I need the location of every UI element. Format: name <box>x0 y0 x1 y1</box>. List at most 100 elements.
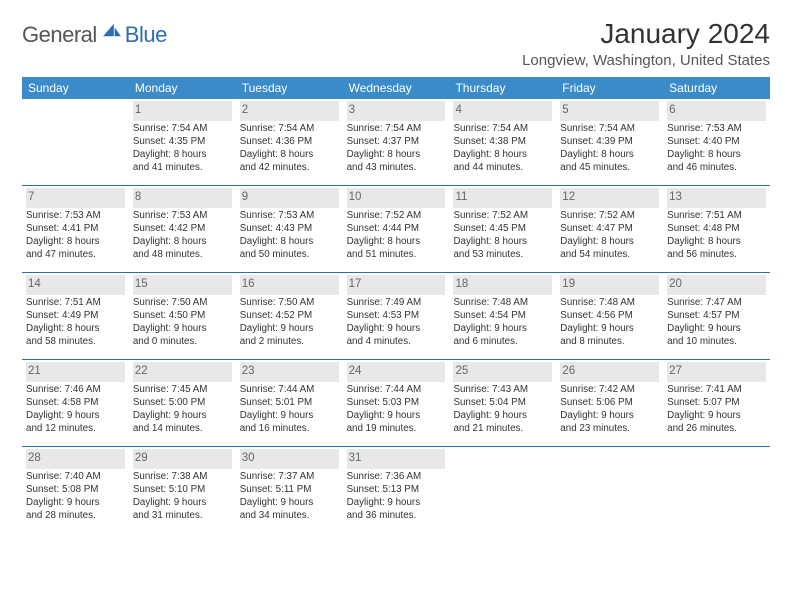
day-number: 7 <box>26 188 125 208</box>
sail-icon <box>101 22 123 38</box>
day-header: Saturday <box>663 77 770 99</box>
day-header: Sunday <box>22 77 129 99</box>
sunrise-text: Sunrise: 7:54 AM <box>133 122 232 135</box>
sunrise-text: Sunrise: 7:44 AM <box>240 383 339 396</box>
day-number: 29 <box>133 449 232 469</box>
day-number: 27 <box>667 362 766 382</box>
day-number <box>560 449 659 453</box>
sunset-text: Sunset: 4:50 PM <box>133 309 232 322</box>
sunset-text: Sunset: 4:41 PM <box>26 222 125 235</box>
sunset-text: Sunset: 4:45 PM <box>453 222 552 235</box>
sunset-text: Sunset: 4:54 PM <box>453 309 552 322</box>
day-cell: 13Sunrise: 7:51 AMSunset: 4:48 PMDayligh… <box>663 186 770 272</box>
sunset-text: Sunset: 4:44 PM <box>347 222 446 235</box>
daylight2-text: and 10 minutes. <box>667 335 766 348</box>
daylight1-text: Daylight: 8 hours <box>26 322 125 335</box>
daylight2-text: and 48 minutes. <box>133 248 232 261</box>
day-cell: 25Sunrise: 7:43 AMSunset: 5:04 PMDayligh… <box>449 360 556 446</box>
calendar-grid: SundayMondayTuesdayWednesdayThursdayFrid… <box>22 77 770 533</box>
day-number: 19 <box>560 275 659 295</box>
daylight1-text: Daylight: 9 hours <box>26 496 125 509</box>
sunset-text: Sunset: 4:48 PM <box>667 222 766 235</box>
sunrise-text: Sunrise: 7:50 AM <box>240 296 339 309</box>
day-header: Wednesday <box>343 77 450 99</box>
day-number: 26 <box>560 362 659 382</box>
daylight1-text: Daylight: 9 hours <box>667 322 766 335</box>
sunset-text: Sunset: 5:11 PM <box>240 483 339 496</box>
sunset-text: Sunset: 5:00 PM <box>133 396 232 409</box>
daylight1-text: Daylight: 8 hours <box>560 148 659 161</box>
day-cell: 18Sunrise: 7:48 AMSunset: 4:54 PMDayligh… <box>449 273 556 359</box>
day-number <box>453 449 552 453</box>
day-cell: 29Sunrise: 7:38 AMSunset: 5:10 PMDayligh… <box>129 447 236 533</box>
sunrise-text: Sunrise: 7:37 AM <box>240 470 339 483</box>
daylight2-text: and 53 minutes. <box>453 248 552 261</box>
day-cell: 17Sunrise: 7:49 AMSunset: 4:53 PMDayligh… <box>343 273 450 359</box>
day-header: Friday <box>556 77 663 99</box>
sunrise-text: Sunrise: 7:50 AM <box>133 296 232 309</box>
daylight1-text: Daylight: 8 hours <box>133 235 232 248</box>
day-number: 30 <box>240 449 339 469</box>
sunrise-text: Sunrise: 7:45 AM <box>133 383 232 396</box>
daylight1-text: Daylight: 8 hours <box>667 235 766 248</box>
daylight2-text: and 16 minutes. <box>240 422 339 435</box>
day-cell: 31Sunrise: 7:36 AMSunset: 5:13 PMDayligh… <box>343 447 450 533</box>
sunrise-text: Sunrise: 7:49 AM <box>347 296 446 309</box>
daylight1-text: Daylight: 8 hours <box>347 148 446 161</box>
sunrise-text: Sunrise: 7:51 AM <box>26 296 125 309</box>
day-cell: 6Sunrise: 7:53 AMSunset: 4:40 PMDaylight… <box>663 99 770 185</box>
day-number: 4 <box>453 101 552 121</box>
day-cell: 27Sunrise: 7:41 AMSunset: 5:07 PMDayligh… <box>663 360 770 446</box>
month-title: January 2024 <box>522 18 770 50</box>
daylight2-text: and 42 minutes. <box>240 161 339 174</box>
sunset-text: Sunset: 5:13 PM <box>347 483 446 496</box>
daylight1-text: Daylight: 9 hours <box>133 322 232 335</box>
daylight1-text: Daylight: 8 hours <box>133 148 232 161</box>
daylight2-text: and 28 minutes. <box>26 509 125 522</box>
daylight1-text: Daylight: 8 hours <box>240 148 339 161</box>
day-cell: 10Sunrise: 7:52 AMSunset: 4:44 PMDayligh… <box>343 186 450 272</box>
daylight1-text: Daylight: 8 hours <box>347 235 446 248</box>
day-cell: 23Sunrise: 7:44 AMSunset: 5:01 PMDayligh… <box>236 360 343 446</box>
title-block: January 2024 Longview, Washington, Unite… <box>522 18 770 69</box>
week-row: 14Sunrise: 7:51 AMSunset: 4:49 PMDayligh… <box>22 273 770 360</box>
daylight2-text: and 50 minutes. <box>240 248 339 261</box>
day-cell: 30Sunrise: 7:37 AMSunset: 5:11 PMDayligh… <box>236 447 343 533</box>
sunrise-text: Sunrise: 7:42 AM <box>560 383 659 396</box>
daylight2-text: and 21 minutes. <box>453 422 552 435</box>
daylight2-text: and 58 minutes. <box>26 335 125 348</box>
sunrise-text: Sunrise: 7:52 AM <box>560 209 659 222</box>
day-cell: 21Sunrise: 7:46 AMSunset: 4:58 PMDayligh… <box>22 360 129 446</box>
week-row: 21Sunrise: 7:46 AMSunset: 4:58 PMDayligh… <box>22 360 770 447</box>
sunrise-text: Sunrise: 7:46 AM <box>26 383 125 396</box>
sunrise-text: Sunrise: 7:53 AM <box>240 209 339 222</box>
day-number: 14 <box>26 275 125 295</box>
day-cell: 22Sunrise: 7:45 AMSunset: 5:00 PMDayligh… <box>129 360 236 446</box>
daylight1-text: Daylight: 8 hours <box>667 148 766 161</box>
sunrise-text: Sunrise: 7:41 AM <box>667 383 766 396</box>
sunset-text: Sunset: 5:04 PM <box>453 396 552 409</box>
day-number: 13 <box>667 188 766 208</box>
daylight1-text: Daylight: 9 hours <box>347 322 446 335</box>
day-cell: 12Sunrise: 7:52 AMSunset: 4:47 PMDayligh… <box>556 186 663 272</box>
sunrise-text: Sunrise: 7:54 AM <box>453 122 552 135</box>
sunrise-text: Sunrise: 7:54 AM <box>560 122 659 135</box>
sunrise-text: Sunrise: 7:54 AM <box>347 122 446 135</box>
daylight2-text: and 43 minutes. <box>347 161 446 174</box>
day-cell: 5Sunrise: 7:54 AMSunset: 4:39 PMDaylight… <box>556 99 663 185</box>
daylight2-text: and 45 minutes. <box>560 161 659 174</box>
day-number: 9 <box>240 188 339 208</box>
daylight1-text: Daylight: 9 hours <box>133 496 232 509</box>
day-number <box>26 101 125 105</box>
daylight2-text: and 31 minutes. <box>133 509 232 522</box>
sunset-text: Sunset: 4:58 PM <box>26 396 125 409</box>
sunrise-text: Sunrise: 7:54 AM <box>240 122 339 135</box>
sunrise-text: Sunrise: 7:52 AM <box>347 209 446 222</box>
day-number: 2 <box>240 101 339 121</box>
daylight1-text: Daylight: 9 hours <box>453 409 552 422</box>
daylight2-text: and 47 minutes. <box>26 248 125 261</box>
sunset-text: Sunset: 5:06 PM <box>560 396 659 409</box>
daylight2-text: and 26 minutes. <box>667 422 766 435</box>
daylight2-text: and 2 minutes. <box>240 335 339 348</box>
sunrise-text: Sunrise: 7:48 AM <box>560 296 659 309</box>
